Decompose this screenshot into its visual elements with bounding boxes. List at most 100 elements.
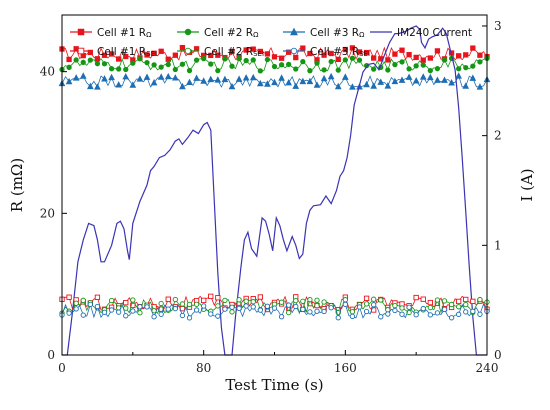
plot-area [58, 25, 491, 356]
data-point [243, 303, 249, 309]
y-right-tick-label: 3 [494, 19, 502, 33]
legend-marker [290, 27, 298, 36]
data-point [335, 56, 341, 63]
data-point [73, 300, 79, 306]
data-point [172, 66, 178, 73]
data-point [321, 299, 327, 305]
data-point [101, 309, 108, 315]
legend-marker [290, 47, 298, 55]
data-point [300, 298, 306, 304]
data-point [300, 306, 306, 312]
data-point [250, 57, 256, 63]
y-left-tick-label: 40 [40, 65, 55, 79]
data-point [356, 304, 363, 310]
data-point [136, 75, 144, 82]
data-point [286, 309, 292, 316]
x-tick-label: 160 [334, 361, 357, 375]
data-point [129, 81, 137, 88]
data-point [384, 82, 392, 89]
x-tick-label: 80 [196, 361, 211, 375]
data-point [264, 56, 271, 63]
data-point [73, 46, 79, 52]
data-point [94, 303, 101, 310]
data-point [86, 82, 94, 90]
data-point [235, 75, 243, 82]
data-point [392, 302, 398, 309]
data-point [463, 309, 469, 315]
data-point [73, 306, 79, 312]
series-2 [58, 72, 491, 90]
legend-label: Cell #3 RΩ [310, 27, 365, 39]
legend-entry: Cell #2 RSEI [177, 46, 264, 58]
data-point [201, 55, 207, 62]
data-point [229, 309, 235, 315]
data-point [115, 81, 123, 88]
data-point [172, 296, 178, 303]
data-point [470, 308, 476, 315]
data-point [144, 60, 150, 66]
current-line [62, 25, 487, 356]
data-point [306, 77, 314, 85]
data-point [200, 77, 208, 84]
legend-label: Cell #3 RSEI [310, 46, 370, 58]
data-point [477, 59, 483, 65]
data-point [101, 61, 108, 67]
data-point [151, 62, 157, 68]
data-point [80, 59, 86, 65]
data-point [334, 82, 342, 90]
data-point [335, 67, 341, 73]
data-point [476, 83, 484, 90]
data-point [420, 57, 426, 63]
data-point [341, 73, 349, 80]
y-left-tick-label: 0 [47, 348, 55, 362]
data-point [392, 51, 398, 57]
data-point [314, 60, 320, 66]
data-point [215, 303, 221, 309]
data-point [349, 313, 356, 320]
legend-entry: Cell #3 RSEI [283, 46, 370, 58]
data-point [441, 76, 448, 83]
legend-entry: Cell #2 RΩ [177, 27, 259, 39]
data-point [208, 311, 214, 317]
data-point [158, 64, 164, 70]
data-point [363, 49, 370, 56]
data-point [456, 304, 462, 310]
data-point [278, 74, 285, 81]
data-point [66, 64, 72, 70]
data-point [222, 306, 228, 312]
data-point [427, 312, 433, 318]
data-point [79, 72, 87, 79]
data-point [385, 311, 391, 317]
data-point [426, 73, 434, 81]
data-point [377, 78, 385, 85]
data-point [236, 297, 242, 303]
data-point [257, 307, 263, 313]
data-point [321, 67, 327, 73]
data-point [470, 298, 476, 305]
data-point [179, 301, 186, 307]
data-point [413, 63, 419, 69]
data-point [80, 312, 86, 318]
data-point [257, 48, 263, 55]
data-point [448, 315, 455, 321]
data-point [342, 57, 348, 63]
data-point [427, 55, 433, 61]
data-point [172, 305, 178, 312]
data-point [179, 44, 186, 51]
data-point [286, 302, 292, 308]
data-point [158, 311, 164, 317]
data-point [164, 72, 172, 80]
data-point [130, 297, 136, 303]
data-point [208, 293, 214, 299]
data-point [314, 308, 320, 314]
data-point [413, 54, 419, 61]
data-point [477, 52, 483, 58]
data-point [94, 294, 101, 300]
data-point [293, 303, 299, 310]
data-point [448, 79, 455, 86]
data-point [477, 296, 483, 303]
data-point [328, 50, 334, 57]
data-point [264, 51, 271, 57]
data-point [434, 66, 441, 72]
data-point [391, 77, 399, 85]
